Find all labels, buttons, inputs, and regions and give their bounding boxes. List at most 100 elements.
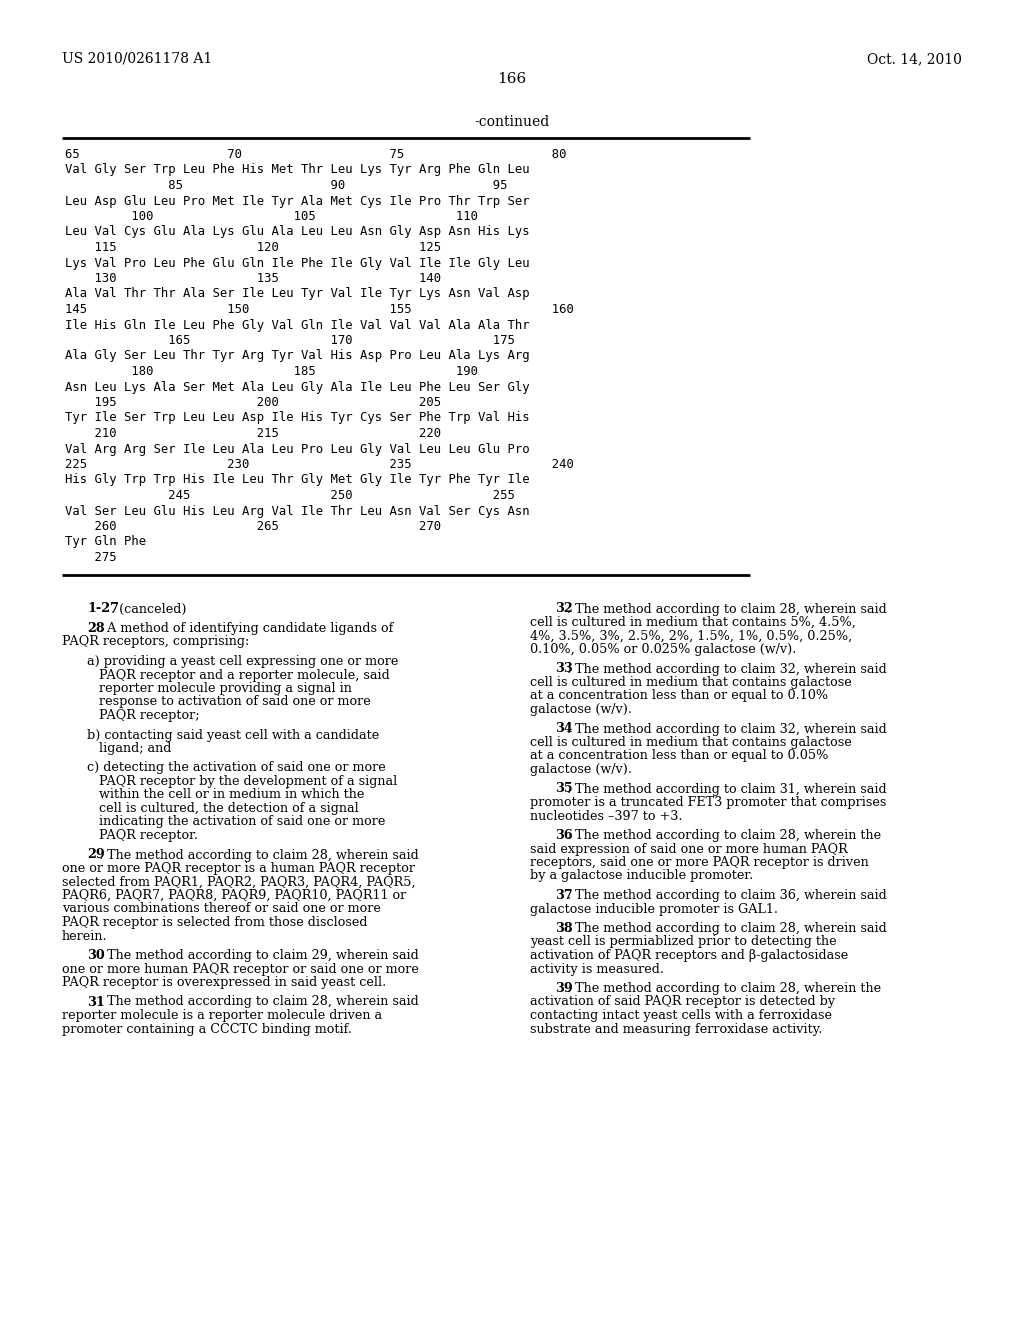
Text: Oct. 14, 2010: Oct. 14, 2010 xyxy=(867,51,962,66)
Text: Val Gly Ser Trp Leu Phe His Met Thr Leu Lys Tyr Arg Phe Gln Leu: Val Gly Ser Trp Leu Phe His Met Thr Leu … xyxy=(65,164,529,177)
Text: within the cell or in medium in which the: within the cell or in medium in which th… xyxy=(87,788,365,801)
Text: -continued: -continued xyxy=(474,115,550,129)
Text: Ile His Gln Ile Leu Phe Gly Val Gln Ile Val Val Val Ala Ala Thr: Ile His Gln Ile Leu Phe Gly Val Gln Ile … xyxy=(65,318,529,331)
Text: 210                   215                   220: 210 215 220 xyxy=(65,426,441,440)
Text: PAQR receptor and a reporter molecule, said: PAQR receptor and a reporter molecule, s… xyxy=(87,668,390,681)
Text: 275: 275 xyxy=(65,550,117,564)
Text: promoter containing a CCCTC binding motif.: promoter containing a CCCTC binding moti… xyxy=(62,1023,352,1035)
Text: herein.: herein. xyxy=(62,929,108,942)
Text: Val Ser Leu Glu His Leu Arg Val Ile Thr Leu Asn Val Ser Cys Asn: Val Ser Leu Glu His Leu Arg Val Ile Thr … xyxy=(65,504,529,517)
Text: 34: 34 xyxy=(555,722,572,735)
Text: cell is cultured in medium that contains 5%, 4.5%,: cell is cultured in medium that contains… xyxy=(530,616,856,630)
Text: receptors, said one or more PAQR receptor is driven: receptors, said one or more PAQR recepto… xyxy=(530,855,868,869)
Text: 32: 32 xyxy=(555,602,572,615)
Text: 145                   150                   155                   160: 145 150 155 160 xyxy=(65,304,573,315)
Text: 100                   105                   110: 100 105 110 xyxy=(65,210,478,223)
Text: 35: 35 xyxy=(555,783,572,796)
Text: Asn Leu Lys Ala Ser Met Ala Leu Gly Ala Ile Leu Phe Leu Ser Gly: Asn Leu Lys Ala Ser Met Ala Leu Gly Ala … xyxy=(65,380,529,393)
Text: PAQR receptor is selected from those disclosed: PAQR receptor is selected from those dis… xyxy=(62,916,368,929)
Text: response to activation of said one or more: response to activation of said one or mo… xyxy=(87,696,371,709)
Text: 180                   185                   190: 180 185 190 xyxy=(65,366,478,378)
Text: Ala Gly Ser Leu Thr Tyr Arg Tyr Val His Asp Pro Leu Ala Lys Arg: Ala Gly Ser Leu Thr Tyr Arg Tyr Val His … xyxy=(65,350,529,363)
Text: 166: 166 xyxy=(498,73,526,86)
Text: 85                    90                    95: 85 90 95 xyxy=(65,180,508,191)
Text: . The method according to claim 28, wherein said: . The method according to claim 28, wher… xyxy=(567,602,887,615)
Text: 65                    70                    75                    80: 65 70 75 80 xyxy=(65,148,566,161)
Text: 195                   200                   205: 195 200 205 xyxy=(65,396,441,409)
Text: galactose (w/v).: galactose (w/v). xyxy=(530,763,632,776)
Text: . The method according to claim 28, wherein the: . The method according to claim 28, wher… xyxy=(567,982,881,995)
Text: . The method according to claim 28, wherein said: . The method according to claim 28, wher… xyxy=(99,995,419,1008)
Text: Tyr Gln Phe: Tyr Gln Phe xyxy=(65,536,146,549)
Text: Tyr Ile Ser Trp Leu Leu Asp Ile His Tyr Cys Ser Phe Trp Val His: Tyr Ile Ser Trp Leu Leu Asp Ile His Tyr … xyxy=(65,412,529,425)
Text: reporter molecule providing a signal in: reporter molecule providing a signal in xyxy=(87,682,352,696)
Text: at a concentration less than or equal to 0.10%: at a concentration less than or equal to… xyxy=(530,689,828,702)
Text: . The method according to claim 32, wherein said: . The method according to claim 32, wher… xyxy=(567,722,887,735)
Text: substrate and measuring ferroxidase activity.: substrate and measuring ferroxidase acti… xyxy=(530,1023,822,1035)
Text: cell is cultured, the detection of a signal: cell is cultured, the detection of a sig… xyxy=(87,803,358,814)
Text: . The method according to claim 28, wherein said: . The method according to claim 28, wher… xyxy=(567,921,887,935)
Text: 1-27: 1-27 xyxy=(87,602,119,615)
Text: . (canceled): . (canceled) xyxy=(111,602,186,615)
Text: said expression of said one or more human PAQR: said expression of said one or more huma… xyxy=(530,842,848,855)
Text: Leu Val Cys Glu Ala Lys Glu Ala Leu Leu Asn Gly Asp Asn His Lys: Leu Val Cys Glu Ala Lys Glu Ala Leu Leu … xyxy=(65,226,529,239)
Text: 0.10%, 0.05% or 0.025% galactose (w/v).: 0.10%, 0.05% or 0.025% galactose (w/v). xyxy=(530,643,797,656)
Text: ligand; and: ligand; and xyxy=(87,742,171,755)
Text: . The method according to claim 36, wherein said: . The method according to claim 36, wher… xyxy=(567,888,887,902)
Text: PAQR receptor is overexpressed in said yeast cell.: PAQR receptor is overexpressed in said y… xyxy=(62,975,386,989)
Text: 39: 39 xyxy=(555,982,572,995)
Text: activation of said PAQR receptor is detected by: activation of said PAQR receptor is dete… xyxy=(530,995,836,1008)
Text: one or more PAQR receptor is a human PAQR receptor: one or more PAQR receptor is a human PAQ… xyxy=(62,862,415,875)
Text: nucleotides –397 to +3.: nucleotides –397 to +3. xyxy=(530,809,683,822)
Text: galactose inducible promoter is GAL1.: galactose inducible promoter is GAL1. xyxy=(530,903,778,916)
Text: Val Arg Arg Ser Ile Leu Ala Leu Pro Leu Gly Val Leu Leu Glu Pro: Val Arg Arg Ser Ile Leu Ala Leu Pro Leu … xyxy=(65,442,529,455)
Text: cell is cultured in medium that contains galactose: cell is cultured in medium that contains… xyxy=(530,737,852,748)
Text: 30: 30 xyxy=(87,949,104,962)
Text: Leu Asp Glu Leu Pro Met Ile Tyr Ala Met Cys Ile Pro Thr Trp Ser: Leu Asp Glu Leu Pro Met Ile Tyr Ala Met … xyxy=(65,194,529,207)
Text: selected from PAQR1, PAQR2, PAQR3, PAQR4, PAQR5,: selected from PAQR1, PAQR2, PAQR3, PAQR4… xyxy=(62,875,416,888)
Text: at a concentration less than or equal to 0.05%: at a concentration less than or equal to… xyxy=(530,750,828,763)
Text: yeast cell is permiablized prior to detecting the: yeast cell is permiablized prior to dete… xyxy=(530,936,837,949)
Text: 260                   265                   270: 260 265 270 xyxy=(65,520,441,533)
Text: 165                   170                   175: 165 170 175 xyxy=(65,334,515,347)
Text: 33: 33 xyxy=(555,663,572,676)
Text: a) providing a yeast cell expressing one or more: a) providing a yeast cell expressing one… xyxy=(87,655,398,668)
Text: . The method according to claim 32, wherein said: . The method according to claim 32, wher… xyxy=(567,663,887,676)
Text: . The method according to claim 28, wherein the: . The method according to claim 28, wher… xyxy=(567,829,881,842)
Text: 31: 31 xyxy=(87,995,104,1008)
Text: Lys Val Pro Leu Phe Glu Gln Ile Phe Ile Gly Val Ile Ile Gly Leu: Lys Val Pro Leu Phe Glu Gln Ile Phe Ile … xyxy=(65,256,529,269)
Text: galactose (w/v).: galactose (w/v). xyxy=(530,704,632,715)
Text: . The method according to claim 29, wherein said: . The method according to claim 29, wher… xyxy=(99,949,419,962)
Text: 130                   135                   140: 130 135 140 xyxy=(65,272,441,285)
Text: promoter is a truncated FET3 promoter that comprises: promoter is a truncated FET3 promoter th… xyxy=(530,796,887,809)
Text: PAQR receptor;: PAQR receptor; xyxy=(87,709,200,722)
Text: 38: 38 xyxy=(555,921,572,935)
Text: . The method according to claim 31, wherein said: . The method according to claim 31, wher… xyxy=(567,783,887,796)
Text: activation of PAQR receptors and β-galactosidase: activation of PAQR receptors and β-galac… xyxy=(530,949,848,962)
Text: PAQR6, PAQR7, PAQR8, PAQR9, PAQR10, PAQR11 or: PAQR6, PAQR7, PAQR8, PAQR9, PAQR10, PAQR… xyxy=(62,888,407,902)
Text: 115                   120                   125: 115 120 125 xyxy=(65,242,441,253)
Text: 4%, 3.5%, 3%, 2.5%, 2%, 1.5%, 1%, 0.5%, 0.25%,: 4%, 3.5%, 3%, 2.5%, 2%, 1.5%, 1%, 0.5%, … xyxy=(530,630,852,643)
Text: 28: 28 xyxy=(87,622,104,635)
Text: . A method of identifying candidate ligands of: . A method of identifying candidate liga… xyxy=(99,622,393,635)
Text: cell is cultured in medium that contains galactose: cell is cultured in medium that contains… xyxy=(530,676,852,689)
Text: various combinations thereof or said one or more: various combinations thereof or said one… xyxy=(62,903,381,916)
Text: indicating the activation of said one or more: indicating the activation of said one or… xyxy=(87,816,385,829)
Text: reporter molecule is a reporter molecule driven a: reporter molecule is a reporter molecule… xyxy=(62,1008,382,1022)
Text: contacting intact yeast cells with a ferroxidase: contacting intact yeast cells with a fer… xyxy=(530,1008,831,1022)
Text: c) detecting the activation of said one or more: c) detecting the activation of said one … xyxy=(87,762,386,775)
Text: 37: 37 xyxy=(555,888,572,902)
Text: by a galactose inducible promoter.: by a galactose inducible promoter. xyxy=(530,870,754,883)
Text: activity is measured.: activity is measured. xyxy=(530,962,664,975)
Text: b) contacting said yeast cell with a candidate: b) contacting said yeast cell with a can… xyxy=(87,729,379,742)
Text: US 2010/0261178 A1: US 2010/0261178 A1 xyxy=(62,51,212,66)
Text: . The method according to claim 28, wherein said: . The method according to claim 28, wher… xyxy=(99,849,419,862)
Text: 29: 29 xyxy=(87,849,104,862)
Text: PAQR receptor by the development of a signal: PAQR receptor by the development of a si… xyxy=(87,775,397,788)
Text: PAQR receptors, comprising:: PAQR receptors, comprising: xyxy=(62,635,250,648)
Text: His Gly Trp Trp His Ile Leu Thr Gly Met Gly Ile Tyr Phe Tyr Ile: His Gly Trp Trp His Ile Leu Thr Gly Met … xyxy=(65,474,529,487)
Text: Ala Val Thr Thr Ala Ser Ile Leu Tyr Val Ile Tyr Lys Asn Val Asp: Ala Val Thr Thr Ala Ser Ile Leu Tyr Val … xyxy=(65,288,529,301)
Text: 36: 36 xyxy=(555,829,572,842)
Text: one or more human PAQR receptor or said one or more: one or more human PAQR receptor or said … xyxy=(62,962,419,975)
Text: 245                   250                   255: 245 250 255 xyxy=(65,488,515,502)
